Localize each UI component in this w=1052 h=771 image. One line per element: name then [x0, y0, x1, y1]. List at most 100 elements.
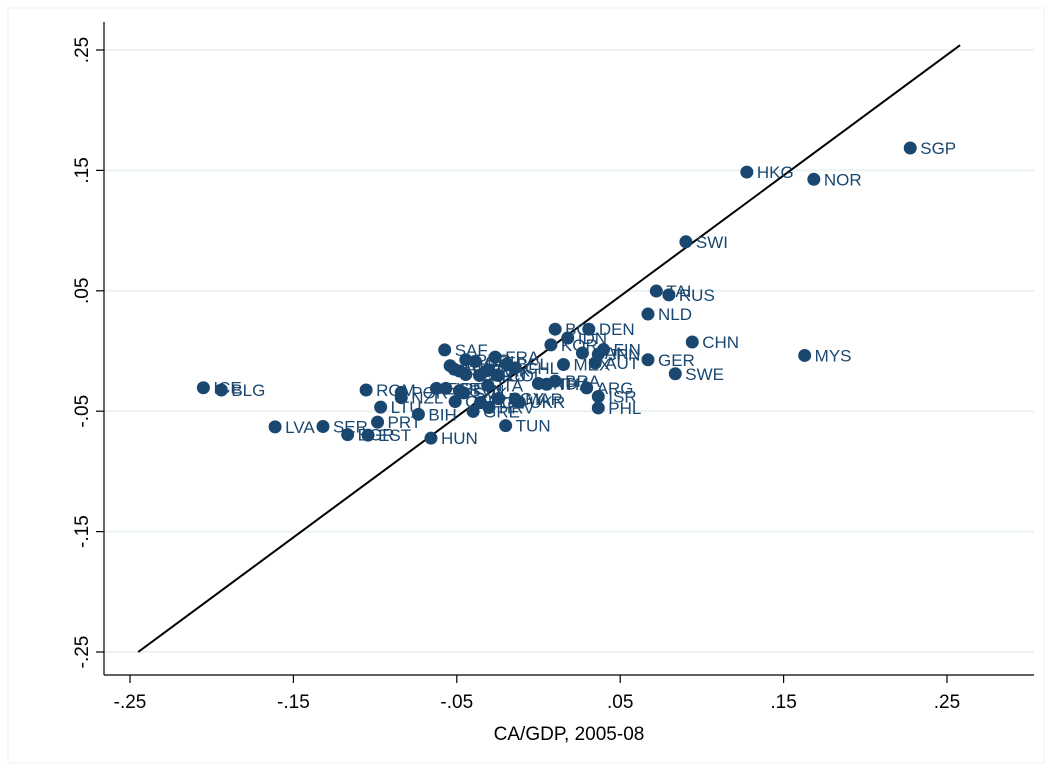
plot-region: [104, 22, 1034, 675]
data-point-kor: [544, 338, 558, 352]
point-label-lva: LVA: [285, 418, 315, 437]
data-point-gre: [466, 404, 480, 418]
data-point-swe: [668, 367, 682, 381]
point-label-chn: CHN: [702, 333, 739, 352]
data-point-chn: [685, 335, 699, 349]
x-axis-title: CA/GDP, 2005-08: [494, 724, 645, 745]
gridlines: [104, 49, 1034, 653]
point-label-swe: SWE: [685, 365, 724, 384]
data-point-mex: [557, 357, 571, 371]
point-label-pak: PAK: [497, 362, 530, 381]
data-point-bgr: [341, 428, 355, 442]
point-label-svk: SVK: [474, 384, 509, 403]
point-label-kor: KOR: [561, 336, 598, 355]
point-label-est: EST: [378, 426, 411, 445]
data-point-hkg: [740, 165, 754, 179]
x-tick-label: .15: [770, 692, 796, 713]
point-label-esp: ESP: [446, 379, 480, 398]
point-label-saf: SAF: [455, 341, 488, 360]
point-label-bel: BEL: [517, 355, 549, 374]
point-label-bol: BOL: [565, 320, 599, 339]
data-point-lva: [268, 420, 282, 434]
data-point-uru: [473, 368, 487, 382]
x-tick-label: .05: [607, 692, 633, 713]
point-label-fra: FRA: [505, 348, 540, 367]
data-point-ire: [439, 381, 453, 395]
point-label-gbr: GBR: [464, 360, 501, 379]
data-point-saf: [438, 343, 452, 357]
data-point-ltu: [374, 400, 388, 414]
axes: -.25 -.15 -.05 .05 .15 .25 -.25 -.15 -.05 .05 .15.…: [72, 22, 1034, 713]
data-point-rom: [359, 383, 373, 397]
point-label-phl: PHL: [608, 399, 641, 418]
data-point-jpn: [591, 347, 605, 361]
point-label-ukr: UKR: [529, 393, 565, 412]
point-label-por: POR: [411, 383, 448, 402]
data-point-cri: [468, 354, 482, 368]
point-label-rom: ROM: [376, 381, 416, 400]
point-label-ind: IND: [548, 375, 577, 394]
x-tick-label: -.05: [440, 692, 473, 713]
point-label-gre: GRE: [483, 402, 520, 421]
point-label-isr: ISR: [608, 388, 636, 407]
point-label-blg: BLG: [231, 381, 265, 400]
point-label-ita: ITA: [498, 376, 524, 395]
point-label-bih: BIH: [428, 405, 456, 424]
data-point-ger: [641, 353, 655, 367]
data-point-svn: [452, 384, 466, 398]
point-label-egy: EGY: [508, 390, 544, 409]
point-label-aut: AUT: [605, 354, 639, 373]
data-point-tai: [649, 284, 663, 298]
data-point-tha: [540, 377, 554, 391]
x-tick-label: -.25: [114, 692, 147, 713]
data-point-egy: [491, 392, 505, 406]
data-point-sgp: [903, 141, 917, 155]
point-label-svn: SVN: [469, 382, 504, 401]
y-tick-label: .25: [72, 37, 93, 63]
data-points: [196, 141, 917, 445]
data-point-bel: [500, 357, 514, 371]
data-point-fra: [488, 350, 502, 364]
data-point-ser: [316, 419, 330, 433]
point-label-cri: CRI: [485, 352, 514, 371]
point-label-mar: MAR: [525, 390, 563, 409]
data-point-nld: [641, 307, 655, 321]
x-tick-label: .25: [934, 692, 960, 713]
point-label-fin: FIN: [614, 341, 641, 360]
point-label-nzl: NZL: [411, 389, 443, 408]
point-label-tun: TUN: [516, 417, 551, 436]
data-point-nor: [807, 172, 821, 186]
data-point-por: [394, 385, 408, 399]
data-point-hrv: [482, 400, 496, 414]
data-point-ita: [481, 378, 495, 392]
data-point-est: [361, 428, 375, 442]
point-label-usa: USA: [476, 365, 512, 384]
data-point-rus: [662, 288, 676, 302]
data-point-idn: [561, 331, 575, 345]
data-point-col: [491, 368, 505, 382]
point-label-nor: NOR: [824, 170, 862, 189]
y-tick-label: -.05: [72, 395, 93, 428]
data-point-tun: [499, 419, 513, 433]
point-label-nld: NLD: [658, 305, 692, 324]
point-label-hkg: HKG: [757, 163, 794, 182]
data-point-hun: [424, 431, 438, 445]
point-label-tur: TUR: [469, 362, 504, 381]
point-label-mys: MYS: [815, 346, 852, 365]
point-label-ger: GER: [658, 351, 695, 370]
point-label-arg: ARG: [597, 379, 634, 398]
point-label-can: CAN: [592, 344, 628, 363]
point-label-uru: URU: [490, 366, 527, 385]
point-label-prt: PRT: [388, 413, 422, 432]
data-point-phl: [591, 401, 605, 415]
data-point-gbr: [447, 362, 461, 376]
point-label-tha: THA: [557, 375, 592, 394]
point-label-col: COL: [508, 366, 543, 385]
point-label-den: DEN: [599, 320, 635, 339]
y-tick-label: .05: [72, 278, 93, 304]
point-label-bra: BRA: [565, 372, 601, 391]
point-label-ser: SER: [333, 417, 368, 436]
data-point-den: [582, 322, 596, 336]
point-label-cze: CZE: [465, 393, 499, 412]
